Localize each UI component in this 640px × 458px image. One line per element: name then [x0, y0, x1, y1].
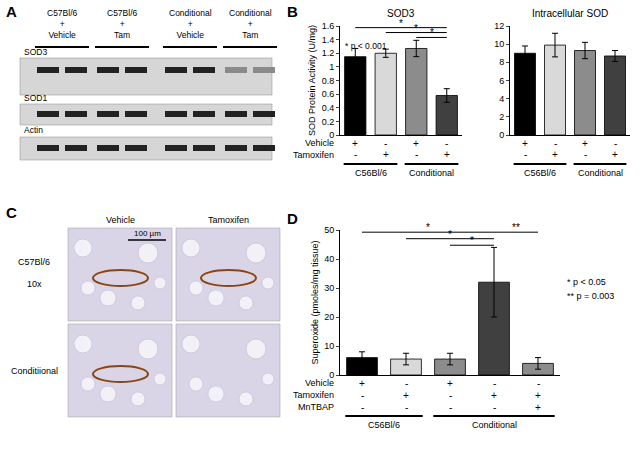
svg-text:100 µm: 100 µm — [134, 229, 161, 238]
svg-text:SOD3: SOD3 — [387, 8, 415, 19]
svg-text:Tamoxifen: Tamoxifen — [293, 150, 334, 160]
svg-text:Conditional: Conditional — [472, 420, 517, 430]
svg-text:0: 0 — [329, 130, 334, 140]
svg-text:+: + — [413, 138, 419, 149]
svg-text:Conditional+Tam: Conditional+Tam — [229, 8, 272, 40]
svg-text:C56Bl/6: C56Bl/6 — [368, 420, 400, 430]
svg-text:-: - — [493, 402, 496, 413]
svg-text:0.2: 0.2 — [322, 117, 335, 127]
svg-text:C56Bl/6: C56Bl/6 — [524, 168, 556, 178]
svg-text:* p < 0.05: * p < 0.05 — [567, 277, 606, 287]
svg-text:D: D — [287, 210, 298, 227]
svg-text:-: - — [405, 378, 408, 389]
svg-text:-: - — [537, 378, 540, 389]
svg-text:40: 40 — [324, 254, 334, 264]
svg-text:-: - — [584, 149, 587, 160]
svg-text:+: + — [552, 149, 558, 160]
svg-text:Vehicle: Vehicle — [106, 215, 135, 225]
svg-text:+: + — [582, 138, 588, 149]
svg-text:+: + — [522, 138, 528, 149]
svg-text:Conditional: Conditional — [409, 168, 454, 178]
svg-text:-: - — [384, 138, 387, 149]
svg-text:0.8: 0.8 — [322, 76, 335, 86]
svg-text:Vehicle: Vehicle — [305, 138, 334, 148]
svg-text:Tamoxifen: Tamoxifen — [293, 390, 334, 400]
svg-text:+: + — [352, 138, 358, 149]
svg-text:0.4: 0.4 — [322, 103, 335, 113]
svg-text:8: 8 — [499, 57, 504, 67]
svg-text:+: + — [491, 390, 497, 401]
svg-text:-: - — [445, 138, 448, 149]
svg-text:Intracellular SOD: Intracellular SOD — [532, 8, 608, 19]
svg-text:*: * — [430, 27, 434, 38]
svg-text:+: + — [535, 390, 541, 401]
svg-text:*: * — [426, 222, 430, 233]
svg-text:SOD Protein Activity (U/mg): SOD Protein Activity (U/mg) — [307, 25, 317, 136]
svg-text:0: 0 — [329, 370, 334, 380]
svg-text:+: + — [612, 149, 618, 160]
svg-text:-: - — [405, 402, 408, 413]
svg-text:10: 10 — [494, 39, 504, 49]
svg-text:+: + — [403, 390, 409, 401]
svg-text:*: * — [448, 229, 452, 240]
svg-text:1: 1 — [329, 62, 334, 72]
svg-text:1.4: 1.4 — [322, 35, 335, 45]
svg-text:B: B — [287, 3, 298, 20]
svg-text:-: - — [524, 149, 527, 160]
svg-text:-: - — [361, 390, 364, 401]
svg-text:0.6: 0.6 — [322, 89, 335, 99]
svg-text:C57Bl/6: C57Bl/6 — [18, 257, 50, 267]
svg-text:Superoxide (pmoles/mg tissue): Superoxide (pmoles/mg tissue) — [310, 240, 320, 364]
svg-text:-: - — [449, 402, 452, 413]
svg-text:SOD3: SOD3 — [24, 47, 47, 57]
svg-text:C56Bl/6: C56Bl/6 — [355, 168, 387, 178]
svg-text:C57Bl/6+Vehicle: C57Bl/6+Vehicle — [47, 8, 78, 40]
svg-text:+: + — [383, 149, 389, 160]
svg-text:0: 0 — [499, 130, 504, 140]
svg-text:+: + — [535, 402, 541, 413]
svg-text:-: - — [449, 390, 452, 401]
svg-text:30: 30 — [324, 283, 334, 293]
svg-text:4: 4 — [499, 94, 504, 104]
svg-text:10: 10 — [324, 341, 334, 351]
svg-text:SOD1: SOD1 — [24, 93, 47, 103]
svg-text:10x: 10x — [27, 279, 42, 289]
svg-text:Vehicle: Vehicle — [305, 378, 334, 388]
svg-text:+: + — [359, 378, 365, 389]
svg-text:Tamoxifen: Tamoxifen — [208, 215, 249, 225]
svg-text:-: - — [554, 138, 557, 149]
svg-text:A: A — [6, 3, 17, 20]
svg-text:*: * — [470, 235, 474, 246]
svg-text:**: ** — [512, 222, 520, 233]
svg-text:* p < 0.001: * p < 0.001 — [345, 41, 387, 51]
svg-text:2: 2 — [499, 112, 504, 122]
svg-text:+: + — [444, 149, 450, 160]
svg-text:50: 50 — [324, 225, 334, 235]
svg-text:1.6: 1.6 — [322, 21, 335, 31]
svg-text:20: 20 — [324, 312, 334, 322]
svg-text:12: 12 — [494, 21, 504, 31]
svg-text:-: - — [614, 138, 617, 149]
svg-text:-: - — [415, 149, 418, 160]
svg-text:-: - — [361, 402, 364, 413]
svg-text:Actin: Actin — [24, 125, 43, 135]
svg-text:-: - — [493, 378, 496, 389]
svg-text:+: + — [447, 378, 453, 389]
svg-text:** p = 0.003: ** p = 0.003 — [567, 291, 614, 301]
svg-text:C57Bl/6+Tam: C57Bl/6+Tam — [107, 8, 138, 40]
svg-text:Conditional+Vehicle: Conditional+Vehicle — [169, 8, 212, 40]
svg-text:*: * — [414, 23, 418, 34]
svg-text:-: - — [354, 149, 357, 160]
svg-text:*: * — [399, 18, 403, 29]
svg-text:Conditiional: Conditiional — [11, 366, 58, 376]
svg-text:Conditional: Conditional — [578, 168, 623, 178]
svg-text:6: 6 — [499, 76, 504, 86]
svg-text:1.2: 1.2 — [322, 48, 335, 58]
svg-text:C: C — [6, 204, 17, 221]
svg-text:MnTBAP: MnTBAP — [298, 402, 334, 412]
